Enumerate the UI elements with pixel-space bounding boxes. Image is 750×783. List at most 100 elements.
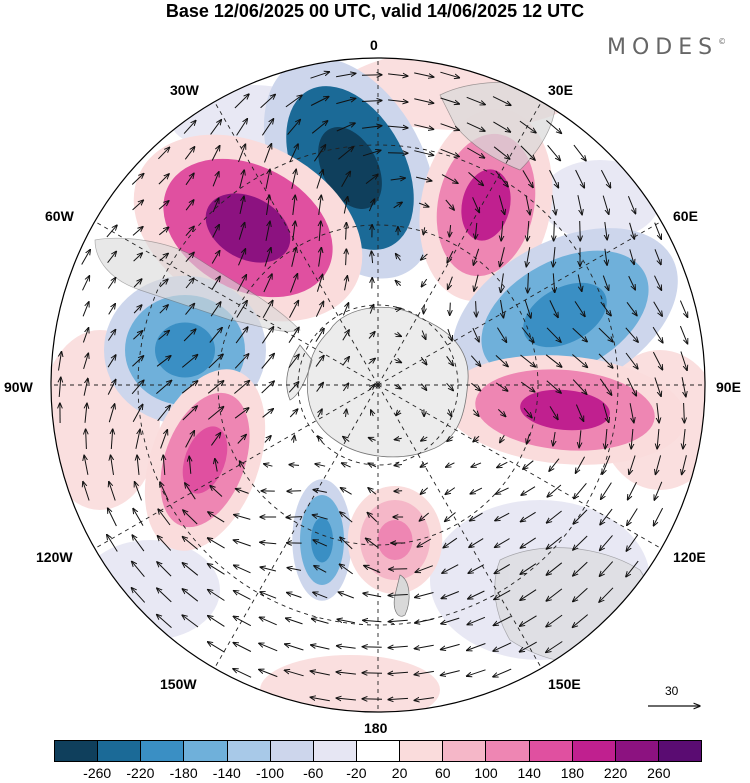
wind-vector [628, 481, 637, 500]
wind-vector [84, 455, 89, 475]
wind-vector [289, 300, 299, 318]
wind-vector [318, 409, 322, 418]
wind-vector [182, 589, 199, 602]
wind-vector [396, 411, 400, 416]
wind-vector [182, 615, 199, 628]
wind-vector [108, 404, 114, 423]
wind-vector [234, 381, 249, 394]
wind-vector [440, 97, 460, 104]
wind-vector [495, 382, 508, 391]
wind-vector [440, 148, 460, 156]
wind-vector [233, 540, 251, 547]
anomaly-contour [155, 322, 215, 378]
lon-label-90w: 90W [4, 379, 33, 395]
wind-vector [549, 300, 558, 317]
wind-vector [157, 562, 172, 577]
wind-vector [417, 538, 432, 547]
wind-vector [189, 456, 191, 474]
wind-vector [495, 355, 508, 366]
wind-vector [261, 119, 273, 136]
wind-vector [683, 429, 685, 449]
wind-vector [107, 278, 115, 289]
wind-vector [388, 74, 408, 76]
wind-vector [553, 247, 555, 267]
wind-vector [212, 172, 219, 187]
wind-vector [160, 482, 169, 501]
wind-vector [158, 509, 171, 526]
wind-vector [493, 121, 510, 132]
colorbar-tick-label: 100 [474, 765, 498, 781]
wind-vector [600, 169, 610, 188]
wind-vector [82, 328, 88, 343]
wind-vector [310, 697, 330, 702]
wind-vector [185, 278, 194, 289]
wind-vector [315, 328, 324, 342]
wind-vector [527, 220, 529, 241]
wind-vector [575, 169, 585, 188]
wind-vector [415, 618, 434, 623]
wind-vector [441, 591, 459, 599]
wind-vector [654, 377, 661, 397]
wind-vector [343, 437, 350, 442]
wind-vector [679, 325, 687, 344]
wind-vector [293, 195, 295, 215]
wind-vector [184, 147, 194, 160]
wind-vector [370, 304, 373, 314]
wind-vector [185, 173, 194, 186]
wind-vector [156, 380, 171, 394]
wind-vector [361, 101, 382, 102]
wind-vector [159, 253, 169, 262]
wind-vector [628, 275, 636, 290]
wind-vector [132, 227, 143, 236]
wind-vector [340, 488, 352, 495]
wind-vector [287, 119, 301, 135]
wind-vector [368, 358, 376, 365]
wind-vector [207, 407, 223, 420]
wind-vector [310, 97, 329, 106]
colorbar-tick-label: -140 [212, 765, 241, 781]
wind-vector [493, 146, 510, 159]
wind-vector [423, 227, 424, 234]
wind-vector [290, 274, 298, 293]
colorbar-segment [313, 741, 357, 761]
wind-vector [519, 641, 537, 652]
wind-vector [388, 595, 408, 596]
wind-vector [493, 642, 512, 651]
wind-vector [86, 429, 87, 450]
wind-vector [520, 537, 536, 548]
colorbar-segment [529, 741, 573, 761]
wind-vector [259, 617, 277, 626]
wind-vector [521, 327, 534, 343]
wind-vector [528, 272, 529, 293]
wind-vector [547, 484, 562, 497]
wind-vector [446, 463, 455, 467]
wind-vector [211, 146, 220, 161]
wind-vector [473, 248, 480, 265]
wind-vector [446, 382, 454, 390]
wind-vector [495, 538, 510, 548]
wind-vector [551, 195, 556, 215]
wind-vector [470, 355, 480, 367]
wind-vector [133, 279, 142, 288]
wind-vector [627, 377, 637, 396]
wind-vector [573, 509, 588, 524]
lon-label-90e: 90E [716, 379, 741, 395]
colorbar-segment [184, 741, 228, 761]
wind-vector [679, 300, 687, 318]
wind-vector [393, 202, 403, 209]
wind-vector [575, 456, 586, 474]
wind-vector [420, 463, 429, 467]
colorbar-segment [270, 741, 314, 761]
wind-vector [682, 455, 687, 474]
wind-vector [111, 429, 112, 450]
wind-vector [288, 327, 299, 343]
wind-vector [497, 409, 505, 416]
wind-vector [83, 353, 89, 370]
wind-vector [313, 145, 325, 162]
colorbar-tick-label: 260 [647, 765, 671, 781]
wind-vector [396, 254, 401, 261]
wind-vector [287, 593, 302, 598]
wind-vector [549, 406, 558, 419]
wind-vector [424, 304, 425, 313]
colorbar-tick-label: 180 [560, 765, 585, 781]
